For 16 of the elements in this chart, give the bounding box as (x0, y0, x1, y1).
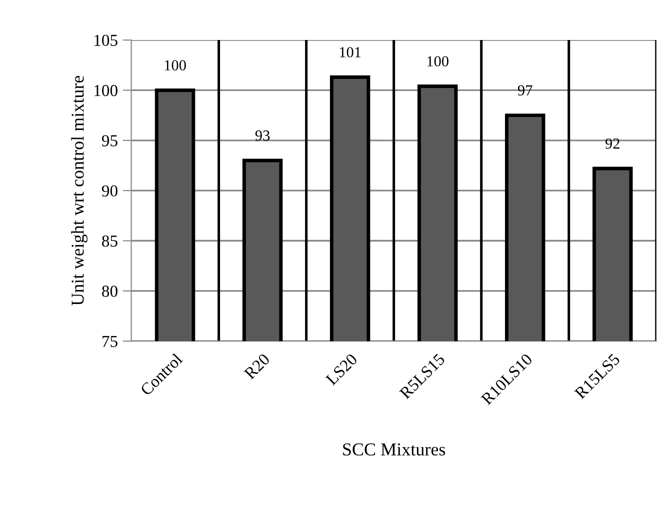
data-label: 100 (164, 60, 186, 70)
y-tick-label: 90 (102, 185, 118, 197)
y-tick-label: 100 (94, 84, 118, 96)
data-label: 93 (255, 130, 270, 141)
data-label: 100 (427, 56, 448, 66)
data-label: 92 (605, 138, 620, 149)
x-tick-label: R20 (244, 353, 270, 380)
data-label: 101 (340, 47, 361, 58)
data-label: 97 (518, 85, 532, 96)
y-axis-title: Unit weight wrt control mixture (71, 76, 88, 306)
y-tick-label: 85 (102, 235, 118, 247)
y-tick-label: 80 (102, 286, 118, 297)
x-axis-title: SCC Mixtures (343, 443, 446, 456)
y-tick-label: 95 (102, 135, 118, 146)
y-tick-label: 105 (94, 34, 118, 46)
y-tick-label: 75 (102, 336, 118, 348)
